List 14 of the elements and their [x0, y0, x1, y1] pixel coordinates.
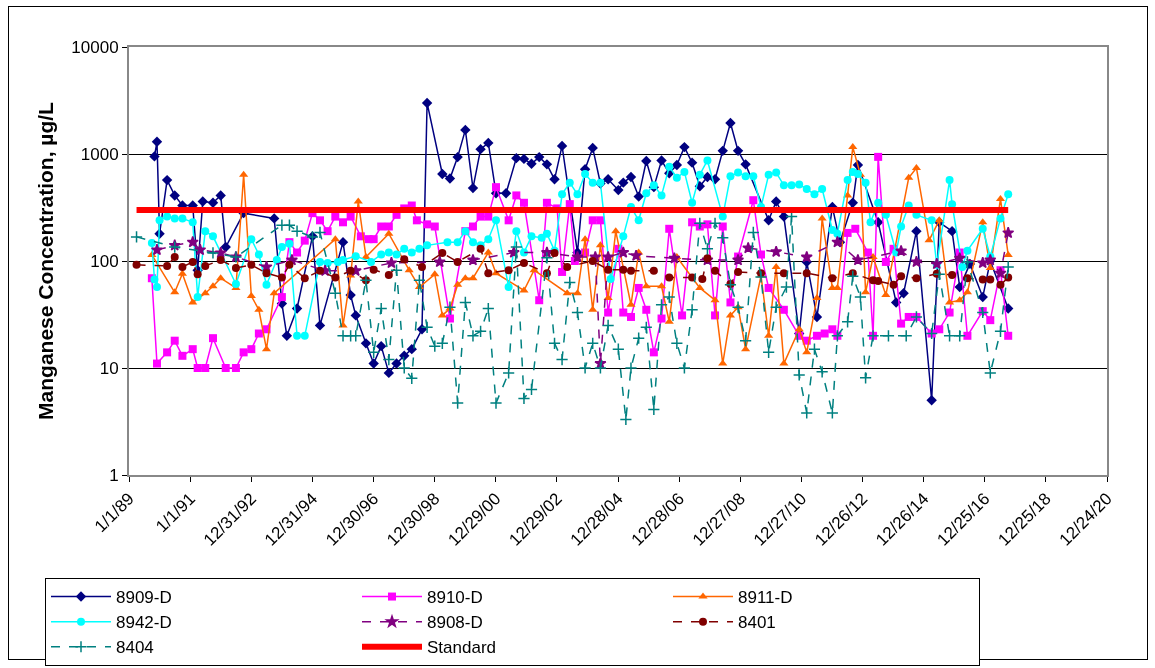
y-tick-label: 10000 — [71, 37, 119, 57]
legend-label: 8404 — [116, 638, 154, 658]
legend-label: 8909-D — [116, 588, 172, 608]
legend-label: 8942-D — [116, 613, 172, 633]
legend-label: Standard — [427, 638, 496, 658]
legend-label: 8908-D — [427, 613, 483, 633]
y-tick-label: 10 — [99, 358, 119, 378]
legend-label: 8910-D — [427, 588, 483, 608]
y-tick-label: 1000 — [80, 144, 119, 164]
y-tick-label: 1 — [109, 465, 119, 485]
y-axis-title: Manganese Concentration, µg/L — [33, 101, 57, 420]
y-tick-label: 100 — [90, 251, 119, 271]
legend-label: 8401 — [738, 613, 776, 633]
legend-label: 8911-D — [738, 588, 793, 608]
